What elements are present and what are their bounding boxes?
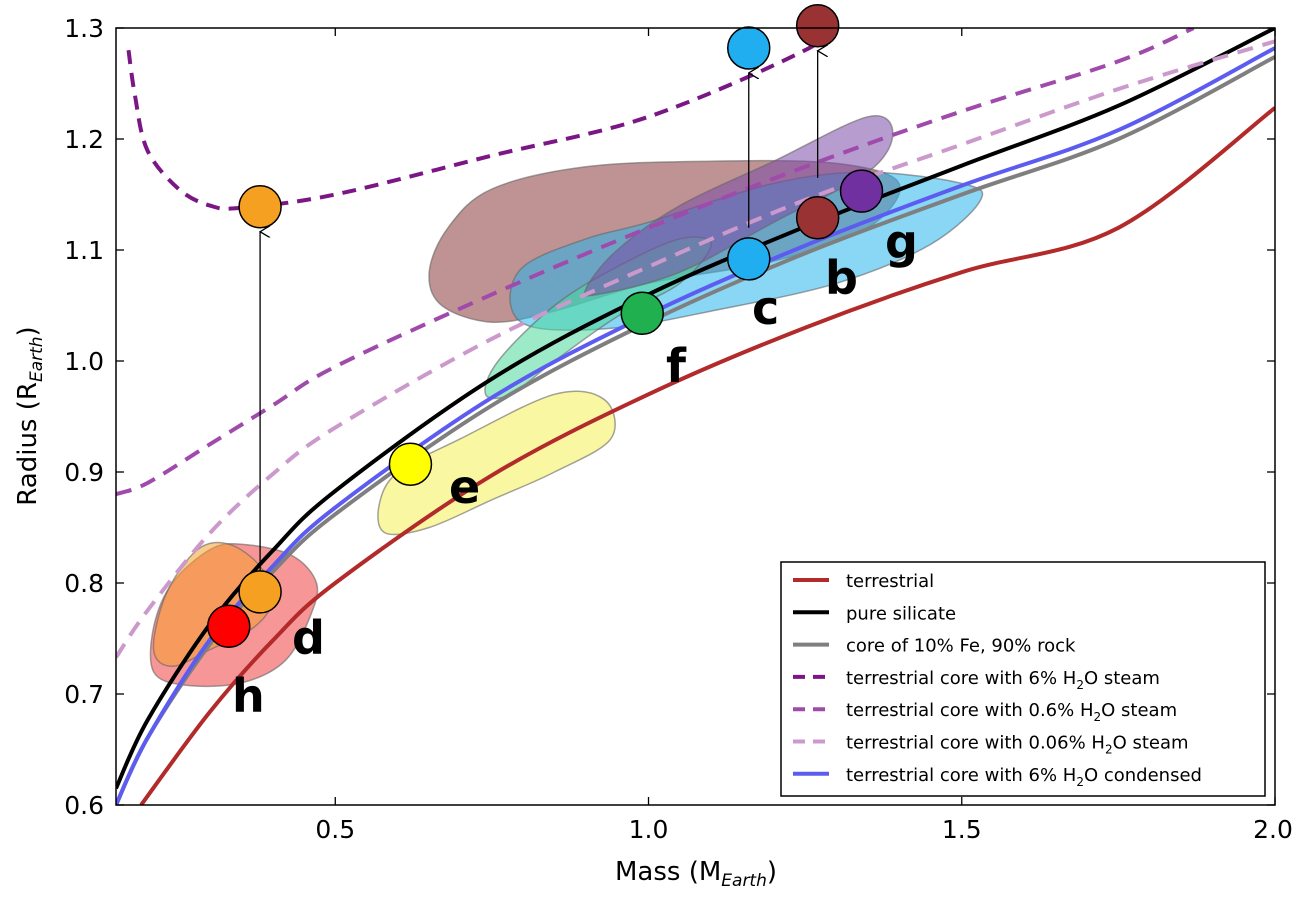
- y-axis-label: Radius (REarth): [13, 326, 47, 505]
- x-tick-label: 1.0: [629, 815, 669, 844]
- legend-label-5: terrestrial core with 0.6% H2O steam: [846, 700, 1177, 724]
- legend-label-4: terrestrial core with 6% H2O steam: [846, 668, 1160, 692]
- planet-label-h: h: [232, 669, 265, 723]
- y-tick-label: 0.8: [64, 569, 104, 598]
- planet-point-c: [727, 237, 771, 281]
- legend: terrestrial pure silicate core of 10% Fe, …: [780, 561, 1266, 797]
- series-line-4: [126, 28, 827, 211]
- planet-point-b: [795, 196, 840, 240]
- legend-label-3: core of 10% Fe, 90% rock: [846, 636, 1076, 657]
- legend-label-1: terrestrial: [846, 571, 934, 592]
- planet-point-d: [238, 570, 282, 614]
- legend-label-2: pure silicate: [846, 603, 956, 624]
- planet-markers: [207, 4, 884, 649]
- planet-label-g: g: [885, 215, 918, 269]
- legend-box: [780, 561, 1266, 797]
- planet-point-d-shifted: [238, 184, 282, 229]
- planet-label-c: c: [752, 281, 779, 335]
- series-line-3: [116, 55, 1275, 805]
- planet-point-g: [839, 169, 884, 213]
- planet-label-f: f: [666, 339, 687, 393]
- y-tick-label: 1.0: [64, 347, 104, 376]
- uncertainty-region-e: [377, 390, 616, 536]
- shift-arrows: [260, 51, 818, 572]
- x-axis-label: Mass (MEarth): [615, 857, 777, 891]
- series-line-5: [116, 28, 1195, 497]
- planet-point-b-shifted: [795, 4, 840, 48]
- y-tick-label: 1.3: [64, 14, 104, 43]
- x-tick-label: 2.0: [1253, 815, 1293, 844]
- planet-point-c-shifted: [727, 26, 771, 70]
- y-tick-label: 1.2: [64, 125, 104, 154]
- plot-frame: [115, 27, 1276, 806]
- planet-point-f: [620, 291, 664, 336]
- y-tick-label: 0.7: [64, 680, 104, 709]
- legend-label-7: terrestrial core with 6% H2O condensed: [846, 765, 1202, 789]
- legend-label-6: terrestrial core with 0.06% H2O steam: [846, 733, 1189, 757]
- series-line-1: [139, 106, 1275, 805]
- planet-label-e: e: [449, 460, 480, 514]
- y-tick-label: 0.9: [64, 458, 104, 487]
- x-tick-label: 0.5: [315, 815, 355, 844]
- planet-point-h: [207, 604, 251, 649]
- planet-labels: h d e f c b g: [232, 215, 918, 723]
- planet-point-e: [388, 442, 433, 486]
- planet-label-b: b: [825, 251, 858, 305]
- y-tick-label: 0.6: [64, 791, 104, 820]
- series-line-6: [116, 39, 1275, 659]
- axis-ticks: 0.5 1.0 1.5 2.0 0.6 0.7 0.8 0.9 1.0 1.1 1.2 1.3: [64, 14, 1293, 844]
- x-tick-label: 1.5: [942, 815, 982, 844]
- y-tick-label: 1.1: [64, 236, 104, 265]
- series-line-7: [116, 46, 1275, 805]
- planet-label-d: d: [292, 611, 325, 665]
- legend-entries: terrestrial pure silicate core of 10% Fe, …: [793, 571, 1202, 789]
